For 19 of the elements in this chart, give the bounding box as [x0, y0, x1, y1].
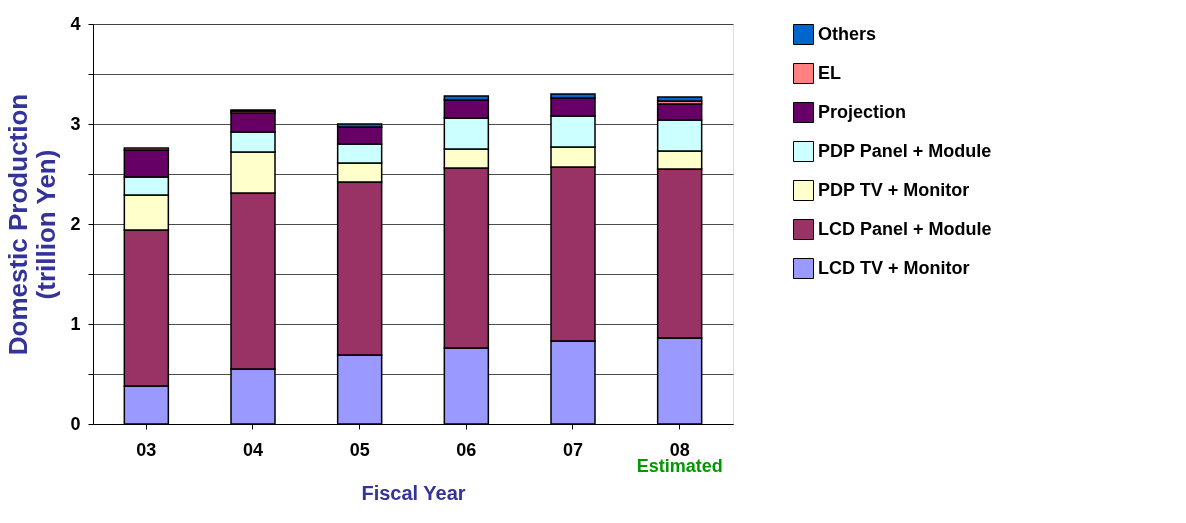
- legend-label: Projection: [818, 101, 907, 122]
- y-tick-label: 2: [70, 213, 81, 234]
- x-tick-label: 03: [136, 439, 157, 460]
- x-tick-label: 06: [456, 439, 477, 460]
- legend-label: EL: [818, 62, 842, 83]
- legend-label: Others: [818, 23, 877, 44]
- x-tick-label: 05: [349, 439, 370, 460]
- x-axis-title: Fiscal Year: [361, 481, 466, 504]
- y-tick-label: 1: [70, 313, 81, 334]
- legend-label: PDP TV + Monitor: [818, 179, 970, 200]
- y-axis-title: Domestic Production (trillion Yen): [3, 93, 62, 356]
- y-tick-label: 3: [70, 113, 81, 134]
- legend-label: PDP Panel + Module: [818, 140, 992, 161]
- legend-label: LCD TV + Monitor: [818, 257, 970, 278]
- y-tick-label: 4: [70, 13, 81, 34]
- y-tick-label: 0: [70, 413, 81, 434]
- legend-label: LCD Panel + Module: [818, 218, 992, 239]
- x-tick-label: 04: [242, 439, 264, 460]
- x-tick-label: 07: [562, 439, 584, 460]
